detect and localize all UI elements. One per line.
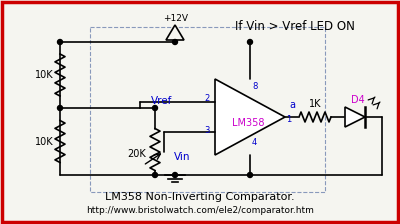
Text: +12V: +12V bbox=[164, 14, 188, 23]
Circle shape bbox=[248, 172, 252, 177]
Text: a: a bbox=[289, 100, 295, 110]
Circle shape bbox=[172, 172, 178, 177]
Text: 1K: 1K bbox=[309, 99, 321, 109]
Text: D4: D4 bbox=[351, 95, 365, 105]
Bar bbox=[90, 27, 325, 192]
Polygon shape bbox=[166, 25, 184, 40]
Text: LM358: LM358 bbox=[232, 118, 264, 128]
Circle shape bbox=[58, 39, 62, 45]
Circle shape bbox=[248, 39, 252, 45]
Text: If Vin > Vref LED ON: If Vin > Vref LED ON bbox=[235, 20, 355, 33]
Circle shape bbox=[152, 172, 158, 177]
Text: Vref: Vref bbox=[151, 96, 173, 106]
Text: 8: 8 bbox=[252, 82, 257, 91]
Circle shape bbox=[152, 106, 158, 110]
Polygon shape bbox=[215, 79, 285, 155]
Text: 10K: 10K bbox=[35, 136, 53, 146]
Text: Vin: Vin bbox=[174, 151, 190, 162]
Text: LM358 Non-Inverting Comparator.: LM358 Non-Inverting Comparator. bbox=[105, 192, 295, 202]
Polygon shape bbox=[345, 107, 365, 127]
Text: 1: 1 bbox=[286, 115, 291, 124]
Text: 20K: 20K bbox=[128, 149, 146, 159]
Text: 10K: 10K bbox=[35, 70, 53, 80]
Text: 2: 2 bbox=[205, 94, 210, 103]
Text: 3: 3 bbox=[205, 126, 210, 135]
Text: http://www.bristolwatch.com/ele2/comparator.htm: http://www.bristolwatch.com/ele2/compara… bbox=[86, 206, 314, 215]
Text: 4: 4 bbox=[252, 138, 257, 147]
Circle shape bbox=[172, 39, 178, 45]
Circle shape bbox=[58, 106, 62, 110]
